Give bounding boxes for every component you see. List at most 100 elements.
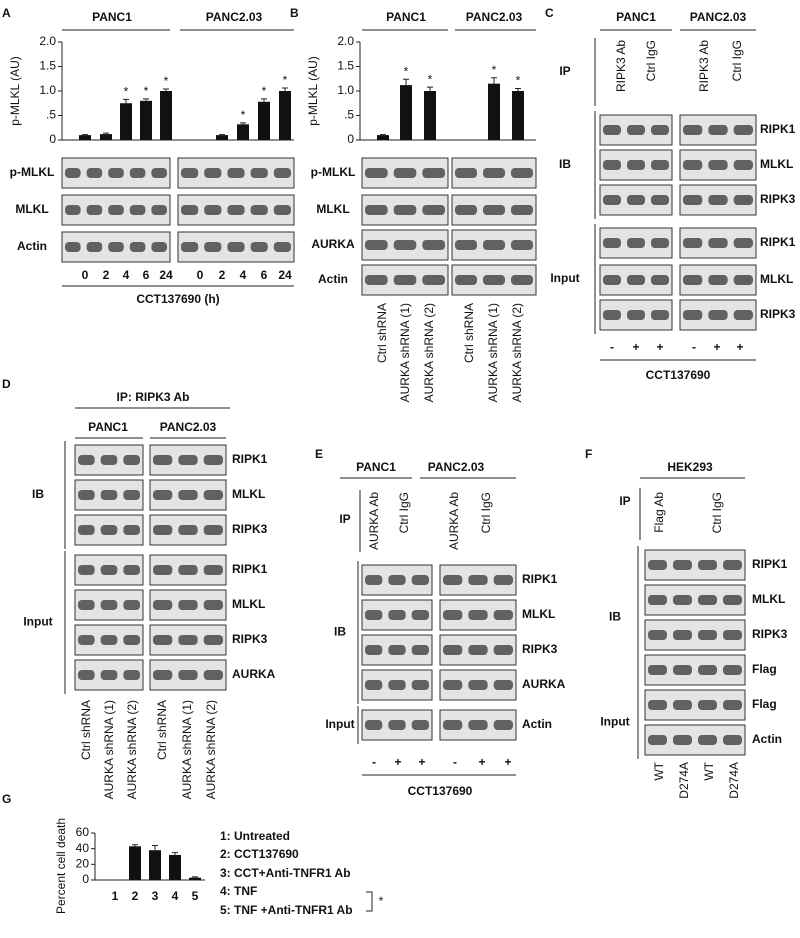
blot-row-label: Actin [752, 732, 782, 746]
y-tick-label: 2.0 [39, 34, 56, 48]
lane-label: Ctrl shRNA [79, 700, 93, 760]
band [365, 205, 388, 215]
error-bar [103, 132, 109, 135]
band [511, 240, 533, 250]
band [627, 195, 645, 205]
time-label: 24 [278, 268, 292, 282]
band [393, 275, 417, 285]
band [443, 720, 463, 730]
error-bar [143, 98, 149, 101]
section-label: IB [609, 610, 621, 624]
group-label: PANC2.03 [206, 10, 263, 24]
band [203, 525, 223, 535]
significance-mark: * [516, 74, 521, 88]
band [733, 160, 753, 170]
band [393, 240, 417, 250]
band [455, 205, 477, 215]
band [250, 242, 268, 252]
significance-mark: * [283, 73, 288, 87]
band [708, 125, 728, 135]
band [203, 670, 223, 680]
band [603, 160, 621, 170]
band [411, 610, 429, 620]
band [78, 455, 95, 465]
band [627, 238, 645, 248]
band [123, 565, 140, 575]
band [178, 565, 198, 575]
band [698, 630, 717, 640]
group-label: PANC2.03 [466, 10, 523, 24]
band [153, 600, 173, 610]
lane-label: Ctrl shRNA [155, 700, 169, 760]
significance-mark: * [164, 74, 169, 88]
bar [79, 135, 91, 140]
lane-label: AURKA shRNA (2) [204, 700, 218, 799]
bar [512, 91, 524, 140]
blot-row-label: RIPK1 [232, 452, 268, 466]
band [511, 275, 533, 285]
band [178, 635, 198, 645]
band [603, 195, 621, 205]
band [365, 720, 383, 730]
band [673, 630, 692, 640]
band [153, 490, 173, 500]
band [204, 168, 222, 178]
band [153, 455, 173, 465]
treatment-label: CCT137690 [646, 368, 711, 382]
band [627, 310, 645, 320]
band [411, 680, 429, 690]
band [733, 275, 753, 285]
band [393, 168, 417, 178]
band [178, 525, 198, 535]
legend-item: 4: TNF [220, 884, 257, 898]
y-tick-label: 2.0 [337, 34, 354, 48]
band [388, 575, 406, 585]
blot-row-label: p-MLKL [10, 165, 55, 179]
x-tick-label: 5 [192, 889, 199, 903]
band [733, 125, 753, 135]
band [422, 240, 445, 250]
blot-row-label: MLKL [522, 607, 555, 621]
group-label: PANC1 [92, 10, 132, 24]
band [651, 275, 669, 285]
treatment-sign: + [632, 340, 639, 354]
y-tick-label: 0 [82, 872, 89, 886]
significance-mark: * [492, 63, 497, 77]
y-tick-label: .5 [46, 108, 56, 122]
y-tick-label: 1.0 [337, 83, 354, 97]
blot-row-label: RIPK3 [232, 632, 268, 646]
blot-row-label: MLKL [232, 597, 265, 611]
treatment-sign: + [478, 755, 485, 769]
significance-mark: * [262, 84, 267, 98]
band [365, 575, 383, 585]
significance-mark: * [144, 84, 149, 98]
band [151, 242, 167, 252]
band [648, 595, 667, 605]
band [203, 490, 223, 500]
group-label: PANC2.03 [160, 420, 217, 434]
lane-header: Ctrl IgG [710, 492, 724, 533]
band [108, 205, 124, 215]
band [273, 168, 291, 178]
band [683, 275, 703, 285]
band [100, 670, 118, 680]
blot-row-label: RIPK3 [522, 642, 558, 656]
treatment-sign: + [504, 755, 511, 769]
blot-row-label: Actin [17, 239, 47, 253]
x-tick-label: 2 [132, 889, 139, 903]
panel-label: F [585, 447, 592, 461]
bar [149, 850, 161, 880]
time-label: 24 [159, 268, 173, 282]
band [708, 310, 728, 320]
lane-label: AURKA shRNA (2) [125, 700, 139, 799]
error-bar [282, 87, 288, 91]
y-axis-label: Percent cell death [54, 818, 68, 914]
x-axis-label: CCT137690 (h) [136, 292, 219, 306]
section-label: IB [334, 625, 346, 639]
band [181, 168, 199, 178]
band [100, 525, 118, 535]
band [129, 242, 146, 252]
error-bar [163, 88, 169, 91]
band [273, 242, 291, 252]
ip-label: IP [559, 64, 570, 78]
